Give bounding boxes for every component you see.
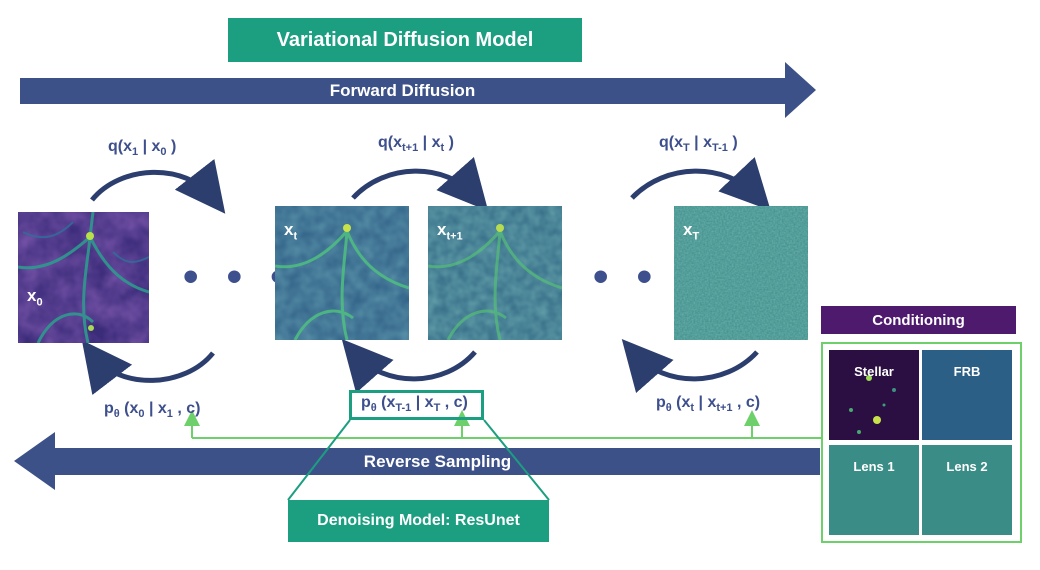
forward-eq-2: q(xt+1 | xt ) bbox=[378, 134, 454, 155]
forward-diffusion-label: Forward Diffusion bbox=[329, 81, 476, 100]
tile-frb: FRB bbox=[922, 350, 1012, 440]
reverse-curve-2 bbox=[341, 339, 477, 394]
title-box: Variational Diffusion Model bbox=[228, 18, 582, 62]
panel-xT: xT bbox=[674, 206, 808, 340]
forward-curve-1 bbox=[90, 158, 226, 214]
reverse-curve-3 bbox=[621, 339, 759, 394]
denoising-model-box: Denoising Model: ResUnet bbox=[288, 500, 549, 542]
tile-stellar-label: Stellar bbox=[854, 364, 894, 379]
reverse-curve-1 bbox=[81, 340, 215, 396]
panel-xT-label: xT bbox=[683, 220, 700, 243]
conditioning-frame: Stellar FRB Lens 1 Lens 2 bbox=[821, 342, 1022, 543]
forward-curve-3 bbox=[630, 157, 771, 211]
tile-lens1-label: Lens 1 bbox=[853, 459, 895, 474]
panel-xt1: xt+1 bbox=[428, 206, 562, 340]
tile-lens1: Lens 1 bbox=[829, 445, 919, 535]
forward-eq-1: q(x1 | x0 ) bbox=[108, 138, 177, 159]
tile-lens2-label: Lens 2 bbox=[946, 459, 988, 474]
forward-arrow bbox=[20, 62, 816, 118]
denoise-line-right bbox=[483, 419, 550, 501]
panel-xt-label: xt bbox=[284, 220, 298, 243]
denoise-highlight-box bbox=[349, 390, 484, 420]
panel-xt: xt bbox=[275, 206, 409, 340]
conditioning-title: Conditioning bbox=[821, 306, 1016, 334]
panel-x0: x0 bbox=[18, 212, 149, 343]
tile-frb-label: FRB bbox=[953, 364, 981, 379]
tile-lens2: Lens 2 bbox=[922, 445, 1012, 535]
tile-stellar: Stellar bbox=[829, 350, 919, 440]
reverse-eq-2: pθ (xT-1 | xT , c) bbox=[361, 394, 468, 415]
reverse-eq-1: pθ (x0 | x1 , c) bbox=[104, 400, 201, 421]
reverse-sampling-label: Reverse Sampling bbox=[363, 452, 512, 471]
denoise-line-left bbox=[287, 419, 351, 501]
reverse-arrow bbox=[14, 432, 820, 490]
reverse-eq-3: pθ (xt | xt+1 , c) bbox=[656, 394, 761, 415]
forward-curve-2 bbox=[351, 156, 489, 211]
panel-xt1-label: xt+1 bbox=[437, 220, 463, 243]
ellipsis-1: • • • bbox=[183, 252, 294, 301]
forward-eq-3: q(xT | xT-1 ) bbox=[659, 134, 738, 155]
panel-x0-label: x0 bbox=[27, 286, 43, 309]
